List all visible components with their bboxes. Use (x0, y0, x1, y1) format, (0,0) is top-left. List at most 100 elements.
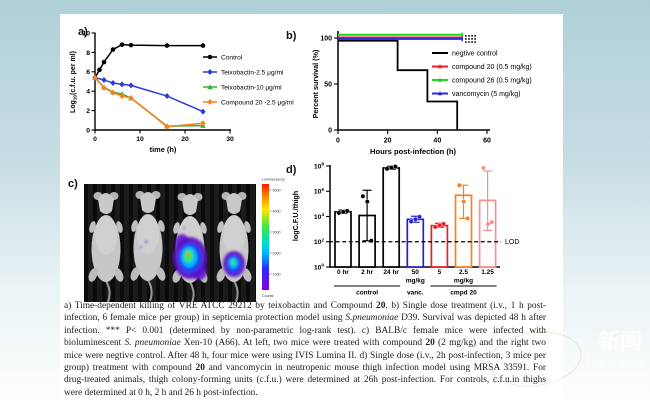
svg-text:0: 0 (93, 136, 97, 143)
svg-text:60: 60 (483, 138, 491, 145)
panel-b-survival-chart: 0 50 100 0 20 40 60 Hours post-infection (h) Per… (311, 31, 532, 156)
svg-text:100: 100 (314, 263, 325, 272)
panel-b-label: b) (286, 30, 297, 42)
panel-d-label: d) (286, 164, 297, 176)
caption-segment: D39. Survival was depicted 48 h after in… (64, 313, 546, 349)
panel-a-label: a) (78, 26, 88, 38)
svg-text:108: 108 (314, 162, 325, 171)
svg-text:cmpd 20: cmpd 20 (450, 290, 477, 297)
series (92, 74, 206, 129)
svg-text:vancomycin (5 mg/kg): vancomycin (5 mg/kg) (452, 91, 520, 98)
colorbar-ticks: Luminescence 5000 4000 3000 2000 1000 Counts (262, 178, 285, 299)
svg-text:50: 50 (324, 82, 332, 89)
svg-text:2.5: 2.5 (459, 269, 468, 276)
caption-segment: S. pneumoniae (124, 338, 181, 349)
svg-text:10: 10 (82, 30, 90, 37)
panel-d-bar-chart: 100 102 104 106 108 logC.F.U./thigh 0 hr 2 hr 24… (291, 162, 519, 297)
series-negative-control (338, 39, 459, 130)
svg-text:negtive control: negtive control (452, 50, 498, 57)
panel-b: b) 0 50 100 0 20 40 60 Hours post-infection (h)… (282, 22, 570, 162)
svg-text:2 hr: 2 hr (361, 269, 373, 276)
svg-text:1.25: 1.25 (481, 269, 494, 276)
bar-50 (406, 214, 425, 268)
svg-text:vanc.: vanc. (407, 290, 424, 297)
svg-text:Teixobactin-2.5 μg/ml: Teixobactin-2.5 μg/ml (221, 69, 284, 76)
caption-segment: Xen-10 (A66). At left, two mice were tre… (180, 338, 426, 349)
series (92, 74, 206, 130)
svg-text:24 hr: 24 hr (383, 269, 399, 276)
svg-text:100: 100 (320, 36, 332, 43)
y-axis-label: logC.F.U./thigh (291, 191, 300, 241)
svg-text:1000: 1000 (273, 272, 281, 276)
svg-text:control: control (356, 290, 378, 297)
svg-text:mg/kg: mg/kg (454, 278, 473, 285)
caption-segment: S.pneumoniae (345, 313, 399, 324)
panel-c-label: c) (68, 178, 78, 190)
colorbar-gradient (262, 184, 269, 290)
svg-text:compound 20 (0.5 mg/kg): compound 20 (0.5 mg/kg) (452, 64, 532, 71)
panel-c: c) (66, 162, 300, 304)
series (338, 36, 463, 42)
svg-text:4000: 4000 (273, 209, 281, 213)
caption-segment: (2 mg/kg) and the right two mice were ne… (64, 338, 546, 374)
svg-text:compound 26 (0.5 mg/kg): compound 26 (0.5 mg/kg) (452, 77, 532, 84)
svg-text:Compound 20 -2.5 μg/ml: Compound 20 -2.5 μg/ml (221, 99, 294, 106)
caption-segment: 20 (425, 338, 435, 349)
caption-segment: . b) Single dose treatment (i.v., 1 h po… (64, 301, 546, 324)
watermark-divider (588, 342, 589, 384)
svg-text:6: 6 (86, 69, 90, 76)
bar-2.5 (454, 182, 473, 268)
svg-text:0: 0 (86, 127, 90, 134)
speckles (140, 227, 185, 248)
svg-text:30: 30 (226, 136, 234, 143)
svg-text:Teixobactin-10 μg/ml: Teixobactin-10 μg/ml (221, 84, 282, 91)
svg-text:40: 40 (433, 138, 441, 145)
watermark-english: NEWS (593, 354, 647, 372)
svg-text:mg/kg: mg/kg (406, 278, 425, 285)
bioluminescence-image (84, 184, 256, 304)
panel-d: d) 100 102 104 106 108 logC.F.U./thigh 0 hr 2 h… (282, 160, 567, 300)
lod-label: LOD (505, 239, 519, 246)
news-watermark: 新闻 NEWS (592, 329, 648, 372)
bar-1.25 (478, 165, 497, 268)
series (92, 42, 206, 80)
caption-segment: and vancomycin in neutropenic mouse thig… (64, 363, 547, 398)
svg-text:106: 106 (314, 187, 325, 196)
svg-text:104: 104 (314, 212, 325, 221)
svg-text:5: 5 (438, 269, 442, 276)
svg-text:8: 8 (86, 50, 90, 57)
series (338, 32, 463, 38)
svg-text:Control: Control (221, 54, 243, 61)
svg-text:10: 10 (136, 136, 144, 143)
x-axis-label: time (h) (150, 145, 177, 154)
svg-text:0: 0 (328, 128, 332, 135)
mice-photo (84, 184, 256, 307)
figure-caption: a) Time-dependent killing of VRE ATCC 29… (64, 300, 546, 399)
y-axis-label: Percent survival (%) (311, 49, 320, 118)
svg-text:4: 4 (86, 89, 90, 96)
svg-text:0 hr: 0 hr (337, 269, 349, 276)
svg-text:2: 2 (86, 108, 90, 115)
panel-a-line-chart: 0 2 4 6 8 10 0 10 20 30 time (h) Log10(c.f.u. per m… (70, 30, 294, 154)
figure-page: a) 0 2 4 6 8 10 0 10 20 30 time (h) Log10(c.f.u. pe… (60, 14, 563, 400)
dots-grid-icon (465, 35, 476, 43)
bar-2 hr (358, 189, 376, 268)
caption-segment: 20 (195, 363, 205, 374)
svg-text:0: 0 (336, 138, 340, 145)
x-axis-label: Hours post-infection (h) (370, 147, 457, 156)
colorbar-footer: Counts (262, 294, 274, 298)
svg-text:50: 50 (412, 269, 420, 276)
svg-text:20: 20 (384, 138, 392, 145)
bar-0 hr (334, 208, 352, 268)
luminescence-blob-small (223, 251, 245, 277)
svg-text:20: 20 (181, 136, 189, 143)
colorbar-title: Luminescence (262, 178, 285, 182)
bar-5 (430, 221, 449, 268)
svg-text:2000: 2000 (273, 251, 281, 255)
colorbar: Luminescence 5000 4000 3000 2000 1000 Counts (262, 174, 298, 311)
svg-text:3000: 3000 (273, 230, 281, 234)
y-axis-label: Log10(c.f.u. per ml) (70, 51, 78, 113)
series (92, 74, 206, 115)
luminescence-blob-large (173, 234, 207, 280)
